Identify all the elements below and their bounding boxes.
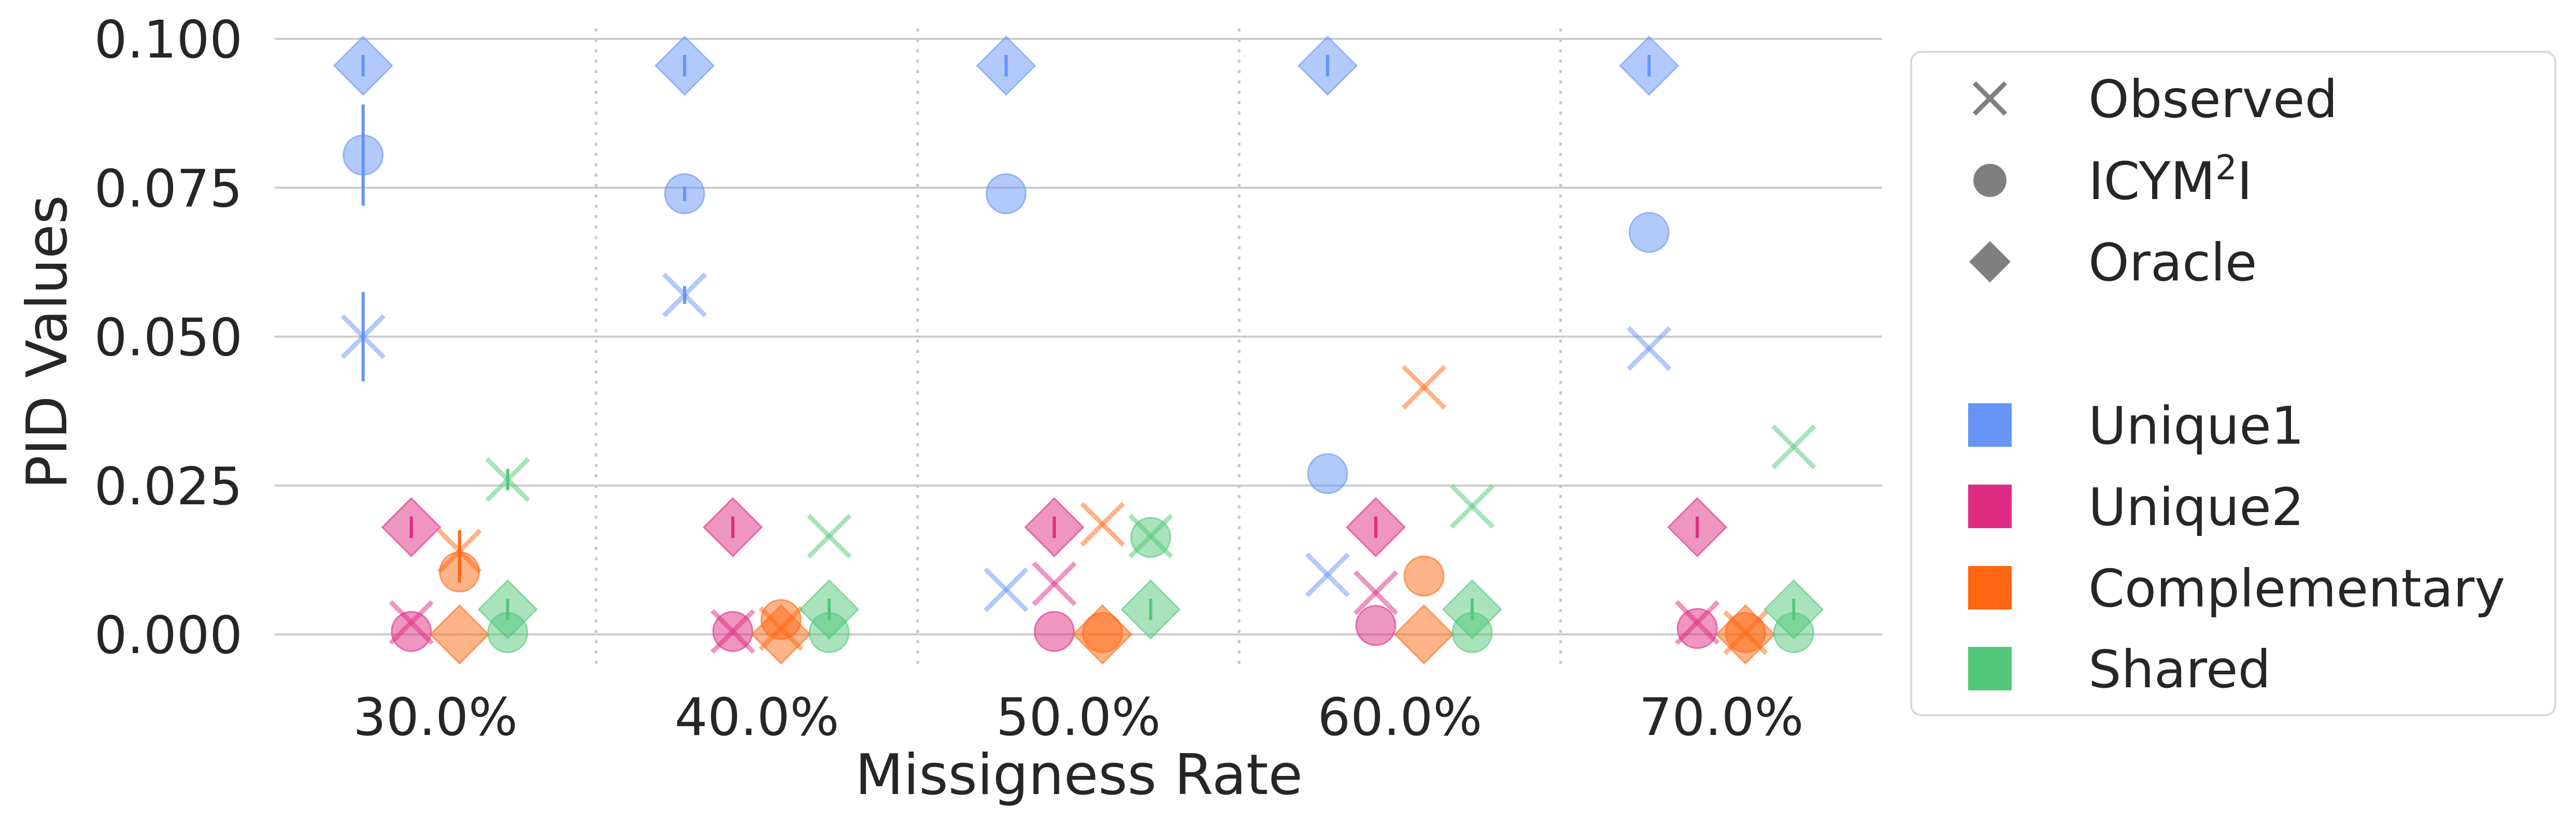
x-stroke xyxy=(1401,364,1447,410)
observed-marker xyxy=(1627,326,1672,371)
legend-items: ObservedICYM2IOracleUnique1Unique2Comple… xyxy=(1968,69,2505,700)
icym2i-marker xyxy=(1676,608,1718,649)
icym2i-marker xyxy=(391,611,432,652)
x-axis-label: Missigness Rate xyxy=(855,743,1303,808)
observed-marker xyxy=(1401,364,1447,410)
x-stroke xyxy=(1032,561,1077,606)
legend-label-shared: Shared xyxy=(2088,639,2271,700)
series-shared xyxy=(477,424,1824,654)
x-stroke xyxy=(710,609,756,654)
observed-marker xyxy=(1723,610,1768,655)
icym2i-marker xyxy=(1628,211,1670,253)
icym2i-marker xyxy=(1082,612,1123,654)
observed-marker xyxy=(1080,502,1125,547)
observed-marker xyxy=(710,609,756,654)
legend-label-observed: Observed xyxy=(2088,69,2338,130)
observed-marker xyxy=(984,567,1029,613)
x-stroke xyxy=(1771,424,1816,470)
observed-marker xyxy=(1771,424,1816,470)
x-stroke xyxy=(1128,514,1173,559)
x-stroke xyxy=(1972,81,2008,116)
y-tick-label: 0.050 xyxy=(94,307,243,368)
observed-marker xyxy=(1032,561,1077,606)
x-stroke xyxy=(1080,502,1125,547)
icym2i-marker xyxy=(1403,555,1445,597)
oracle-marker xyxy=(1393,604,1455,665)
legend-label-complementary: Complementary xyxy=(2088,558,2505,619)
oracle-marker xyxy=(429,604,490,665)
observed-marker xyxy=(806,514,852,559)
x-stroke xyxy=(1353,570,1399,615)
legend: ObservedICYM2IOracleUnique1Unique2Comple… xyxy=(1910,51,2556,716)
x-stroke xyxy=(984,567,1029,613)
grid-layer xyxy=(275,38,1882,635)
icym2i-marker xyxy=(808,612,850,654)
x-stroke xyxy=(758,606,804,651)
x-tick-label: 60.0% xyxy=(1318,687,1483,747)
y-tick-label: 0.100 xyxy=(94,9,243,70)
observed-marker xyxy=(1449,484,1495,529)
x-stroke xyxy=(1305,552,1350,598)
observed-marker xyxy=(1128,514,1173,559)
legend-label-unique2: Unique2 xyxy=(2088,477,2304,537)
x-stroke xyxy=(1723,610,1768,655)
legend-superscript: 2 xyxy=(2215,148,2237,188)
legend-label-unique1: Unique1 xyxy=(2088,395,2304,456)
y-tick-label: 0.025 xyxy=(94,456,243,517)
x-stroke xyxy=(1449,484,1495,529)
observed-marker xyxy=(389,600,434,645)
legend-suffix: I xyxy=(2237,151,2253,211)
legend-icym2i-icon xyxy=(1973,164,2006,197)
icym2i-marker xyxy=(487,612,529,654)
legend-shared-swatch xyxy=(1968,647,2012,690)
observed-marker xyxy=(1305,552,1350,598)
icym2i-marker xyxy=(986,173,1027,215)
x-tick-label: 40.0% xyxy=(675,687,839,747)
y-axis-label: PID Values xyxy=(15,195,80,489)
x-tick-label: 70.0% xyxy=(1639,687,1804,747)
x-stroke xyxy=(1627,326,1672,371)
icym2i-marker xyxy=(1034,611,1075,652)
x-stroke xyxy=(389,600,434,645)
y-tick-label: 0.075 xyxy=(94,158,243,219)
x-stroke xyxy=(806,514,852,559)
observed-marker xyxy=(758,606,804,651)
y-tick-labels: 0.000 0.025 0.050 0.075 0.100 xyxy=(94,9,243,666)
icym2i-marker xyxy=(1307,453,1348,494)
observed-marker xyxy=(1675,600,1720,645)
icym2i-marker xyxy=(1773,612,1814,654)
category-separators xyxy=(594,29,1562,666)
legend-observed-icon xyxy=(1972,81,2008,116)
x-tick-labels: 30.0% 40.0% 50.0% 60.0% 70.0% xyxy=(353,687,1803,747)
legend-unique1-swatch xyxy=(1968,403,2012,447)
legend-complementary-swatch xyxy=(1968,566,2012,610)
series-unique2 xyxy=(381,497,1728,654)
legend-label-oracle: Oracle xyxy=(2088,232,2257,293)
data-marks xyxy=(333,35,1824,665)
series-unique1 xyxy=(333,35,1680,613)
icym2i-marker xyxy=(760,599,802,640)
x-stroke xyxy=(1675,600,1720,645)
series-complementary xyxy=(429,364,1776,665)
legend-frame xyxy=(1910,51,2556,716)
icym2i-marker xyxy=(1355,605,1397,646)
icym2i-marker xyxy=(1451,612,1493,654)
y-tick-label: 0.000 xyxy=(94,605,243,666)
x-tick-label: 50.0% xyxy=(996,687,1161,747)
legend-oracle-icon xyxy=(1969,241,2011,282)
x-tick-label: 30.0% xyxy=(353,687,518,747)
legend-unique2-swatch xyxy=(1968,485,2012,528)
observed-marker xyxy=(1353,570,1399,615)
